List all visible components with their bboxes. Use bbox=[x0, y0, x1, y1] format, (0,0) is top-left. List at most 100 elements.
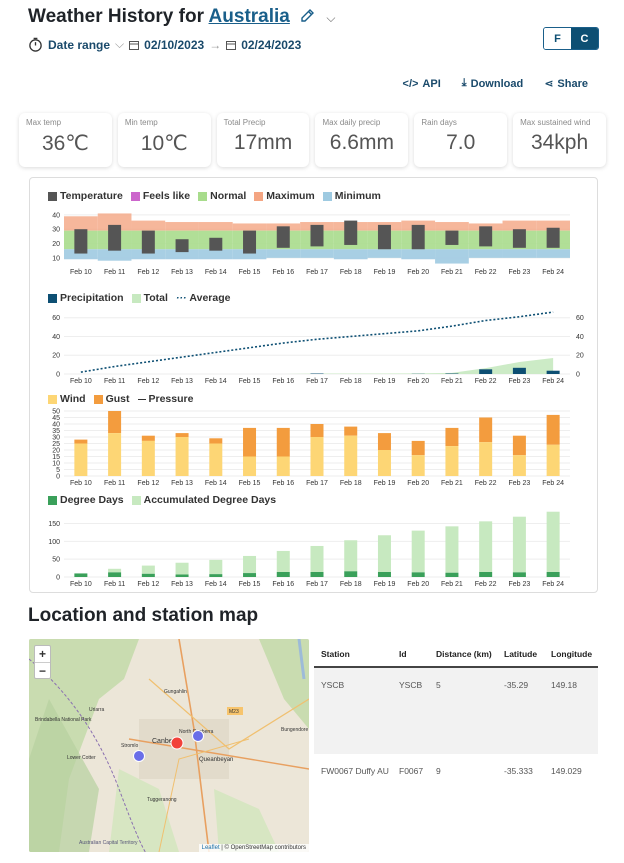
temperature-bar bbox=[411, 224, 425, 250]
gust-bar bbox=[445, 427, 459, 447]
wind-bar bbox=[175, 437, 189, 476]
x-tick-label: Feb 10 bbox=[70, 378, 92, 385]
degree-days-bar bbox=[445, 572, 459, 577]
degree-days-bar bbox=[141, 573, 155, 577]
station-map[interactable]: North Canberra Gungahlin Canberra Queanb… bbox=[29, 639, 309, 852]
legend-pressure[interactable]: Pressure bbox=[137, 393, 193, 405]
temperature-bar bbox=[445, 230, 459, 245]
y-tick-label: 35 bbox=[52, 428, 60, 435]
code-icon: </> bbox=[402, 77, 419, 90]
accumulated-degree-days-bar bbox=[141, 565, 155, 574]
x-tick-label: Feb 11 bbox=[104, 269, 125, 276]
map-label-uriarra: Uriarra bbox=[89, 707, 104, 713]
degree-days-bar bbox=[276, 572, 290, 577]
legend-wind[interactable]: Wind bbox=[48, 393, 86, 405]
date-range-label[interactable]: Date range bbox=[48, 37, 111, 52]
end-date[interactable]: 02/24/2023 bbox=[241, 37, 302, 52]
wind-bar bbox=[479, 442, 493, 476]
station-marker-yscb[interactable] bbox=[192, 730, 204, 742]
column-header-longitude[interactable]: Longitude bbox=[544, 641, 598, 668]
share-link[interactable]: ⋖ Share bbox=[544, 77, 588, 91]
unit-c-button[interactable]: C bbox=[571, 28, 598, 49]
column-header-latitude[interactable]: Latitude bbox=[497, 641, 544, 668]
location-link[interactable]: Australia bbox=[208, 6, 290, 27]
unit-f-button[interactable]: F bbox=[544, 28, 571, 49]
unit-toggle: F C bbox=[543, 27, 599, 50]
legend-maximum[interactable]: Maximum bbox=[254, 190, 315, 202]
legend-average[interactable]: ··· Average bbox=[175, 292, 231, 304]
column-header-station[interactable]: Station bbox=[314, 641, 392, 668]
x-tick-label: Feb 19 bbox=[374, 378, 396, 385]
column-header-distance[interactable]: Distance (km) bbox=[429, 641, 497, 668]
legend-temperature[interactable]: Temperature bbox=[48, 190, 123, 202]
wind-bar bbox=[310, 437, 324, 476]
accumulated-degree-days-bar bbox=[209, 559, 223, 575]
legend-precipitation[interactable]: Precipitation bbox=[48, 292, 124, 304]
y-tick-label-right: 20 bbox=[576, 353, 584, 360]
gust-bar bbox=[344, 426, 358, 436]
y-tick-label: 25 bbox=[52, 441, 60, 448]
map-tiles[interactable]: North Canberra Gungahlin Canberra Queanb… bbox=[29, 639, 309, 852]
minimum-band bbox=[367, 249, 402, 258]
x-tick-label: Feb 14 bbox=[205, 269, 227, 276]
edit-pencil-icon[interactable] bbox=[299, 8, 315, 24]
table-row[interactable]: YSCB YSCB 5 -35.29 149.18 bbox=[314, 667, 598, 754]
map-label-canberra: Canberra bbox=[152, 738, 181, 745]
legend-minimum[interactable]: Minimum bbox=[322, 190, 381, 202]
legend-normal[interactable]: Normal bbox=[198, 190, 246, 202]
legend-gust[interactable]: Gust bbox=[93, 393, 130, 405]
degree-days-bar bbox=[344, 571, 358, 577]
legend-total[interactable]: Total bbox=[131, 292, 168, 304]
total-precip-area bbox=[80, 358, 554, 374]
zoom-out-button[interactable]: − bbox=[35, 662, 50, 678]
y-tick-label: 0 bbox=[56, 372, 60, 379]
legend-accumulated[interactable]: Accumulated Degree Days bbox=[131, 494, 276, 506]
map-label-m23: M23 bbox=[229, 709, 239, 715]
y-tick-label: 20 bbox=[52, 448, 60, 455]
y-tick-label: 150 bbox=[48, 521, 60, 528]
x-tick-label: Feb 21 bbox=[441, 378, 463, 385]
y-tick-label: 0 bbox=[56, 575, 60, 582]
charts-panel: Temperature Feels like Normal Maximum Mi… bbox=[29, 177, 598, 593]
station-table: Station Id Distance (km) Latitude Longit… bbox=[314, 641, 598, 794]
x-tick-label: Feb 24 bbox=[542, 378, 564, 385]
x-tick-label: Feb 10 bbox=[70, 269, 92, 276]
legend-feels-like[interactable]: Feels like bbox=[130, 190, 190, 202]
maximum-band bbox=[502, 220, 537, 231]
x-tick-label: Feb 24 bbox=[542, 269, 564, 276]
accumulated-degree-days-bar bbox=[512, 516, 526, 573]
minimum-band bbox=[232, 249, 267, 260]
temperature-bar bbox=[276, 226, 290, 248]
leaflet-link[interactable]: Leaflet bbox=[201, 845, 220, 851]
station-marker-duffy[interactable] bbox=[133, 750, 145, 762]
api-link[interactable]: </> API bbox=[402, 77, 441, 90]
degree-days-bar bbox=[310, 572, 324, 577]
maximum-band bbox=[97, 213, 132, 231]
maximum-band bbox=[64, 216, 98, 231]
map-label-bungendore: Bungendore bbox=[281, 727, 308, 733]
minimum-band bbox=[468, 249, 503, 258]
download-link[interactable]: ⤓ Download bbox=[461, 77, 524, 90]
precipitation-bar bbox=[546, 370, 560, 374]
chevron-down-icon[interactable]: ⌵ bbox=[115, 37, 125, 51]
legend-degree-days[interactable]: Degree Days bbox=[48, 494, 124, 506]
wind-bar bbox=[141, 440, 155, 476]
start-date[interactable]: 02/10/2023 bbox=[144, 37, 205, 52]
x-tick-label: Feb 18 bbox=[340, 581, 362, 588]
column-header-id[interactable]: Id bbox=[392, 641, 429, 668]
summary-card-max-daily-precip: Max daily precip 6.6mm bbox=[315, 113, 409, 167]
table-row[interactable]: FW0067 Duffy AU F0067 9 -35.333 149.029 bbox=[321, 766, 582, 776]
x-tick-label: Feb 23 bbox=[509, 480, 531, 487]
x-tick-label: Feb 23 bbox=[509, 269, 531, 276]
y-tick-label: 20 bbox=[52, 241, 60, 248]
maximum-band bbox=[165, 222, 199, 231]
chevron-down-icon[interactable]: ⌵ bbox=[326, 11, 336, 25]
location-marker[interactable] bbox=[170, 736, 184, 750]
x-tick-label: Feb 12 bbox=[137, 480, 159, 487]
x-tick-label: Feb 13 bbox=[171, 378, 193, 385]
x-tick-label: Feb 16 bbox=[272, 269, 294, 276]
zoom-in-button[interactable]: + bbox=[38, 647, 46, 661]
maximum-band bbox=[232, 223, 267, 231]
maximum-band bbox=[435, 222, 469, 231]
x-tick-label: Feb 12 bbox=[137, 378, 159, 385]
